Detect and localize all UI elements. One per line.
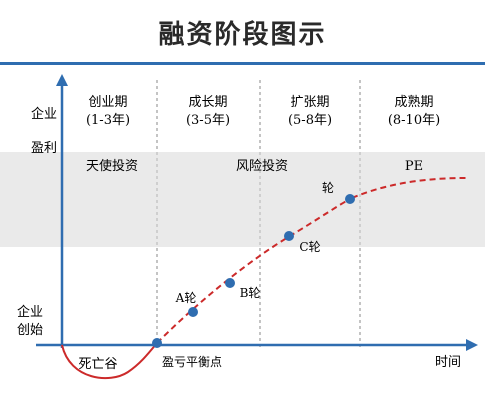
round-a-label: A轮 [175,291,197,305]
round-d-label: 轮 [322,181,334,195]
y-top-label-2: 盈利 [31,141,57,156]
stage-years-3: (5-8年) [288,113,332,128]
curve-death-valley [61,342,158,380]
stage-name-2: 成长期 [188,95,227,110]
diagram-title: 融资阶段图示 [158,20,327,50]
x-axis-label: 时间 [435,355,461,370]
stage-name-4: 成熟期 [394,94,433,110]
stage-years-4: (8-10年) [388,113,440,128]
stage-name-3: 扩张期 [290,95,329,110]
round-c-label: C轮 [299,240,320,254]
y-top-label-1: 企业 [31,106,57,122]
y-bottom-label-1: 企业 [17,304,43,320]
investor-vc: 风险投资 [236,158,288,174]
breakeven-label: 盈亏平衡点 [162,355,222,369]
investor-angel: 天使投资 [86,158,138,174]
stage-name-1: 创业期 [88,95,127,110]
stage-years-2: (3-5年) [186,113,230,128]
round-d-dot [345,194,355,204]
y-bottom-label-2: 创始 [17,323,43,338]
y-axis-arrow-icon [56,74,68,86]
x-axis-arrow-icon [466,339,478,351]
title-underline [0,62,485,65]
curve-maturity [351,177,467,199]
stage-years-1: (1-3年) [86,113,130,128]
death-valley-label: 死亡谷 [78,357,117,372]
investor-pe: PE [405,159,423,174]
round-c-dot [284,231,294,241]
round-b-dot [225,278,235,288]
breakeven-dot [152,338,162,348]
round-b-label: B轮 [240,286,261,300]
round-a-dot [188,307,198,317]
overlay-band [0,152,485,247]
